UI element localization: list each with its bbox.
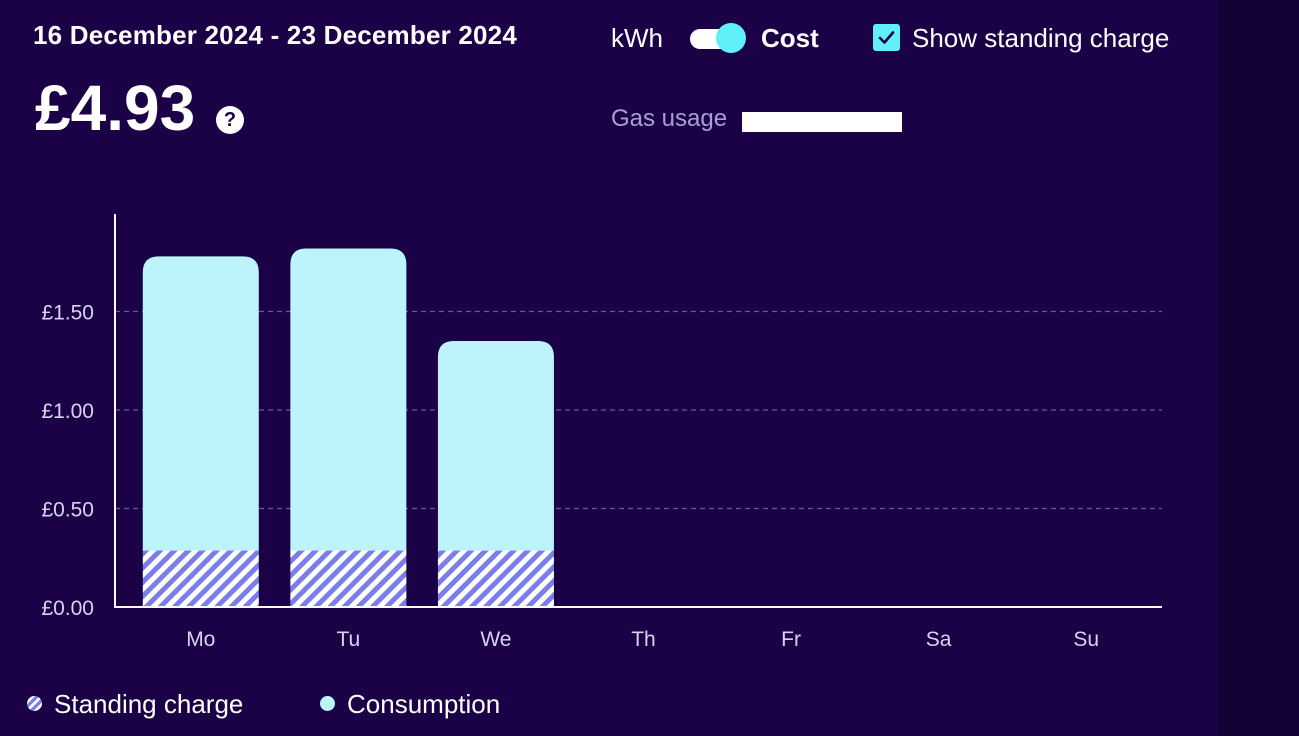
consumption-bar: [142, 256, 259, 550]
unit-cost-label[interactable]: Cost: [761, 23, 819, 53]
consumption-legend-label: Consumption: [347, 689, 501, 719]
x-tick-label: We: [480, 628, 511, 651]
help-icon[interactable]: ?: [216, 106, 244, 134]
total-cost: £4.93: [35, 72, 196, 144]
consumption-bar: [437, 341, 554, 550]
standing-charge-bar: [142, 549, 259, 607]
axes: [114, 214, 1162, 608]
y-tick-label: £0.00: [41, 597, 94, 620]
redaction-block: [742, 112, 902, 132]
usage-panel: 16 December 2024 - 23 December 2024 kWh …: [0, 0, 1218, 736]
date-range-title: 16 December 2024 - 23 December 2024: [33, 20, 517, 50]
consumption-legend-swatch: [320, 696, 335, 711]
toggle-knob: [716, 23, 746, 53]
x-tick-label: Su: [1073, 628, 1099, 651]
x-tick-label: Mo: [186, 628, 215, 651]
y-tick-label: £0.50: [41, 499, 94, 522]
y-tick-label: £1.00: [41, 400, 94, 423]
x-tick-label: Sa: [926, 628, 952, 651]
standing-charge-bar: [437, 549, 554, 607]
x-tick-label: Fr: [781, 628, 801, 651]
gas-usage-label: Gas usage: [611, 105, 728, 132]
unit-kwh-label[interactable]: kWh: [611, 23, 663, 53]
standing-charge-legend-swatch: [27, 696, 42, 711]
checkmark-icon: [878, 31, 895, 44]
show-standing-charge-label[interactable]: Show standing charge: [912, 23, 1170, 53]
x-tick-labels: Mo Tu We Th Fr Sa Su: [186, 628, 1099, 651]
standing-charge-legend-label: Standing charge: [54, 689, 244, 719]
unit-toggle[interactable]: [690, 23, 748, 53]
y-tick-labels: £0.00 £0.50 £1.00 £1.50: [41, 302, 94, 621]
x-tick-label: Tu: [336, 628, 360, 651]
grid-lines: [115, 310, 1162, 510]
cost-chart: £0.00 £0.50 £1.00 £1.50 Mo Tu We Th Fr Sa Su: [41, 214, 1162, 651]
consumption-bar: [290, 248, 407, 550]
standing-charge-bar: [290, 549, 407, 607]
y-tick-label: £1.50: [41, 302, 94, 325]
show-standing-charge-checkbox[interactable]: [873, 24, 900, 51]
side-strip: [1218, 0, 1299, 736]
x-tick-label: Th: [631, 628, 656, 651]
bars: [142, 248, 554, 607]
